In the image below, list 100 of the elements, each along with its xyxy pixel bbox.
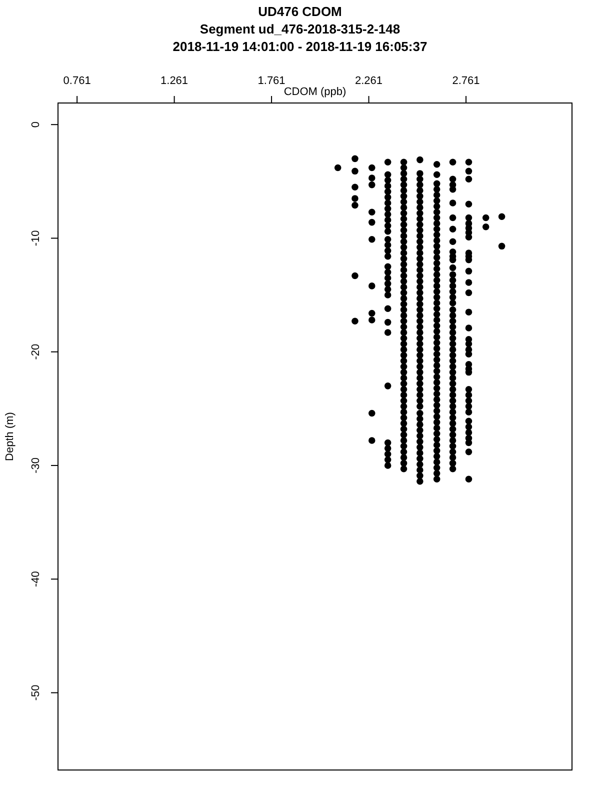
- point: [400, 318, 408, 325]
- chart-subtitle: Segment ud_476-2018-315-2-148 2018-11-19 14:01:00 - 2018-11-19 16:05:37: [172, 22, 428, 54]
- point: [465, 386, 472, 393]
- point: [400, 448, 408, 456]
- point: [416, 284, 424, 290]
- point: [352, 155, 358, 162]
- point: [384, 382, 392, 390]
- point: [449, 282, 456, 290]
- point: [400, 306, 408, 314]
- point: [416, 226, 424, 234]
- point: [433, 220, 440, 227]
- point: [400, 164, 408, 172]
- point: [433, 254, 440, 261]
- point: [465, 408, 472, 416]
- point: [352, 168, 358, 175]
- point: [416, 238, 424, 246]
- point: [400, 329, 408, 336]
- point: [449, 448, 456, 456]
- point: [449, 214, 456, 222]
- point: [416, 210, 424, 217]
- point: [433, 424, 440, 432]
- point: [416, 392, 424, 398]
- point: [416, 289, 424, 296]
- point: [416, 421, 424, 428]
- point: [449, 300, 456, 306]
- point: [400, 158, 408, 166]
- point: [416, 444, 424, 451]
- point: [384, 305, 392, 312]
- point: [368, 410, 376, 417]
- point: [449, 340, 456, 348]
- point: [416, 278, 424, 285]
- point: [384, 318, 392, 326]
- point: [400, 272, 408, 280]
- point: [465, 308, 472, 316]
- point: [465, 350, 472, 358]
- y-tick-label: -30: [30, 458, 42, 474]
- point: [465, 168, 472, 175]
- point: [416, 403, 424, 410]
- point: [465, 439, 472, 446]
- point: [400, 408, 408, 416]
- point: [416, 266, 424, 274]
- point: [433, 356, 440, 364]
- point: [465, 418, 472, 425]
- point: [352, 318, 358, 325]
- point: [433, 345, 440, 352]
- point: [449, 346, 456, 353]
- point: [400, 374, 408, 382]
- point: [449, 312, 456, 319]
- point: [449, 454, 456, 461]
- point: [352, 184, 358, 190]
- point: [433, 464, 440, 472]
- point: [449, 238, 456, 246]
- point: [416, 340, 424, 348]
- point: [465, 397, 472, 404]
- point: [368, 181, 376, 188]
- point: [416, 432, 424, 440]
- point: [449, 358, 456, 364]
- point: [449, 374, 456, 382]
- y-axis-title: Depth (m): [4, 412, 16, 461]
- point: [465, 234, 472, 240]
- point: [449, 329, 456, 336]
- point: [384, 450, 392, 458]
- point: [400, 284, 408, 290]
- point: [416, 255, 424, 262]
- point: [416, 397, 424, 404]
- point: [400, 278, 408, 285]
- point: [416, 460, 424, 468]
- point: [449, 200, 456, 206]
- point: [449, 306, 456, 314]
- point: [416, 156, 424, 164]
- point: [449, 318, 456, 325]
- point: [416, 181, 424, 188]
- point: [400, 238, 408, 246]
- x-tick-label: 0.761: [63, 75, 91, 87]
- point: [384, 274, 392, 282]
- point: [384, 216, 392, 224]
- point: [433, 203, 440, 210]
- point: [384, 456, 392, 464]
- chart-title: UD476 CDOM: [258, 4, 342, 19]
- x-tick-label: 2.761: [452, 75, 480, 87]
- point: [368, 174, 376, 182]
- point: [433, 350, 440, 358]
- point: [368, 236, 376, 243]
- point: [384, 292, 392, 298]
- point: [416, 204, 424, 211]
- point: [352, 195, 358, 202]
- point: [384, 228, 392, 235]
- point: [449, 288, 456, 295]
- point: [352, 202, 358, 209]
- point: [384, 222, 392, 230]
- point: [433, 197, 440, 204]
- point: [482, 223, 490, 230]
- point: [433, 214, 440, 222]
- point: [449, 294, 456, 301]
- point: [400, 346, 408, 353]
- point: [368, 164, 376, 172]
- point: [416, 187, 424, 194]
- point: [433, 180, 440, 188]
- point: [400, 176, 408, 183]
- point: [384, 194, 392, 201]
